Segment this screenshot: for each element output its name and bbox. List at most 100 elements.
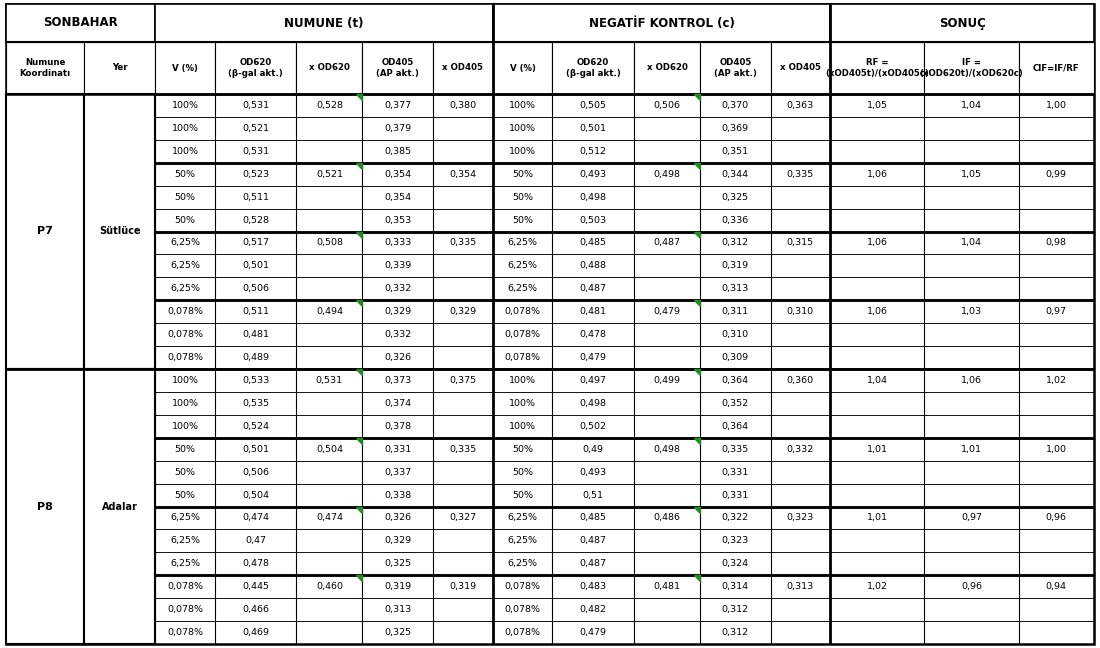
Text: 0,478: 0,478 — [580, 330, 607, 339]
Text: 0,078%: 0,078% — [505, 628, 540, 637]
Text: 100%: 100% — [172, 399, 198, 408]
Text: 0,332: 0,332 — [384, 284, 411, 294]
Text: 6,25%: 6,25% — [507, 537, 538, 546]
Text: 1,05: 1,05 — [867, 101, 888, 110]
Polygon shape — [694, 231, 700, 238]
Text: 0,497: 0,497 — [580, 376, 607, 385]
Bar — [362, 42, 433, 94]
Polygon shape — [694, 438, 700, 444]
Text: 50%: 50% — [175, 491, 196, 500]
Text: 0,329: 0,329 — [449, 307, 476, 316]
Text: 0,364: 0,364 — [722, 422, 749, 431]
Text: 0,326: 0,326 — [384, 353, 411, 362]
Text: 0,331: 0,331 — [722, 491, 749, 500]
Text: 0,498: 0,498 — [653, 445, 681, 454]
Text: 1,06: 1,06 — [961, 376, 982, 385]
Text: 0,479: 0,479 — [580, 628, 607, 637]
Text: 0,309: 0,309 — [722, 353, 749, 362]
Text: 0,501: 0,501 — [242, 261, 270, 270]
Polygon shape — [356, 231, 362, 238]
Text: 1,04: 1,04 — [867, 376, 888, 385]
Text: 0,325: 0,325 — [384, 628, 411, 637]
Text: V (%): V (%) — [509, 64, 536, 73]
Bar — [924, 42, 1019, 94]
Text: 50%: 50% — [512, 216, 534, 225]
Text: 100%: 100% — [509, 399, 536, 408]
Text: 0,374: 0,374 — [384, 399, 411, 408]
Bar — [1019, 42, 1094, 94]
Text: 0,482: 0,482 — [580, 605, 607, 614]
Text: RF =
(xOD405t)/(xOD405c): RF = (xOD405t)/(xOD405c) — [825, 58, 930, 78]
Text: x OD620: x OD620 — [647, 64, 688, 73]
Text: 0,506: 0,506 — [653, 101, 681, 110]
Text: CIF=IF/RF: CIF=IF/RF — [1033, 64, 1079, 73]
Text: 0,483: 0,483 — [580, 582, 607, 591]
Text: 0,335: 0,335 — [786, 170, 814, 179]
Text: 0,445: 0,445 — [242, 582, 270, 591]
Text: 0,363: 0,363 — [786, 101, 814, 110]
Text: 0,508: 0,508 — [316, 238, 343, 248]
Text: 0,327: 0,327 — [449, 513, 476, 522]
Bar — [6, 42, 85, 94]
Text: 6,25%: 6,25% — [507, 559, 538, 568]
Text: 50%: 50% — [175, 216, 196, 225]
Text: 0,377: 0,377 — [384, 101, 411, 110]
Text: 0,511: 0,511 — [242, 307, 270, 316]
Text: 50%: 50% — [175, 445, 196, 454]
Text: 0,339: 0,339 — [384, 261, 411, 270]
Text: 1,06: 1,06 — [867, 307, 888, 316]
Text: 0,479: 0,479 — [580, 353, 607, 362]
Text: 0,474: 0,474 — [316, 513, 343, 522]
Bar — [552, 42, 634, 94]
Text: 0,51: 0,51 — [583, 491, 604, 500]
Text: 0,329: 0,329 — [384, 307, 411, 316]
Text: 0,486: 0,486 — [653, 513, 681, 522]
Text: 100%: 100% — [172, 422, 198, 431]
Text: 0,517: 0,517 — [242, 238, 270, 248]
Text: 100%: 100% — [509, 124, 536, 133]
Polygon shape — [356, 369, 362, 375]
Text: 0,489: 0,489 — [242, 353, 270, 362]
Bar — [6, 94, 85, 369]
Text: 100%: 100% — [509, 422, 536, 431]
Text: 0,49: 0,49 — [583, 445, 604, 454]
Text: 6,25%: 6,25% — [170, 238, 200, 248]
Bar — [493, 42, 552, 94]
Text: 0,333: 0,333 — [384, 238, 411, 248]
Text: 0,531: 0,531 — [242, 101, 270, 110]
Bar — [700, 42, 771, 94]
Text: 100%: 100% — [172, 124, 198, 133]
Text: 50%: 50% — [512, 170, 534, 179]
Text: 1,06: 1,06 — [867, 170, 888, 179]
Text: Numune
Koordinatı: Numune Koordinatı — [20, 58, 70, 78]
Text: 0,501: 0,501 — [242, 445, 270, 454]
Text: 0,325: 0,325 — [722, 192, 749, 202]
Bar — [85, 94, 155, 369]
Text: OD405
(AP akt.): OD405 (AP akt.) — [376, 58, 419, 78]
Text: 0,373: 0,373 — [384, 376, 411, 385]
Text: x OD405: x OD405 — [780, 64, 821, 73]
Text: 0,506: 0,506 — [242, 468, 270, 477]
Text: 0,329: 0,329 — [384, 537, 411, 546]
Bar — [6, 4, 155, 42]
Text: OD620
(β-gal akt.): OD620 (β-gal akt.) — [229, 58, 283, 78]
Text: 0,078%: 0,078% — [167, 605, 204, 614]
Text: OD620
(β-gal akt.): OD620 (β-gal akt.) — [565, 58, 620, 78]
Text: 0,494: 0,494 — [316, 307, 343, 316]
Text: 0,323: 0,323 — [722, 537, 749, 546]
Text: 0,98: 0,98 — [1046, 238, 1067, 248]
Polygon shape — [356, 507, 362, 513]
Polygon shape — [356, 575, 362, 581]
Text: 0,078%: 0,078% — [505, 582, 540, 591]
Text: 0,97: 0,97 — [961, 513, 982, 522]
Text: 0,466: 0,466 — [242, 605, 270, 614]
Text: 0,078%: 0,078% — [167, 307, 204, 316]
Text: 6,25%: 6,25% — [170, 537, 200, 546]
Text: 0,533: 0,533 — [242, 376, 270, 385]
Text: 0,485: 0,485 — [580, 513, 607, 522]
Text: 0,523: 0,523 — [242, 170, 270, 179]
Text: 0,460: 0,460 — [316, 582, 343, 591]
Text: 100%: 100% — [172, 376, 198, 385]
Text: 0,315: 0,315 — [786, 238, 814, 248]
Text: 0,487: 0,487 — [580, 537, 607, 546]
